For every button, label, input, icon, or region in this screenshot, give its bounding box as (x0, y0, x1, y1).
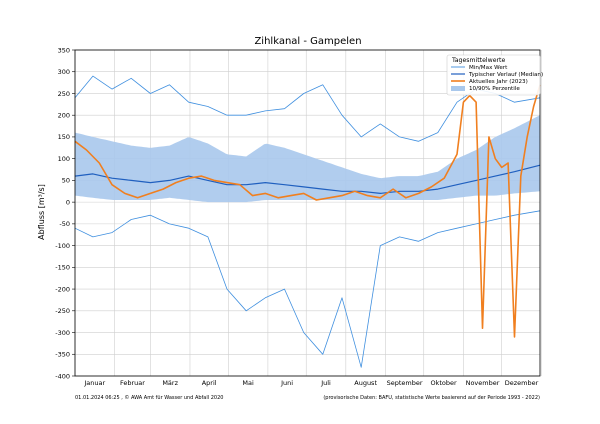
footer-right: (provisorische Daten: BAFU, statistische… (323, 395, 540, 401)
x-month-label: März (162, 379, 178, 387)
y-tick-label: 0 (66, 198, 70, 206)
x-month-label: August (354, 379, 377, 387)
plot-area (75, 50, 540, 376)
chart-title: Zihlkanal - Gampelen (254, 36, 361, 47)
legend-entry-median: Typischer Verlauf (Median) (468, 72, 543, 78)
series-current-year-line (74, 84, 541, 338)
y-tick-label: -350 (55, 351, 70, 359)
legend-entry-band: 10/90% Perzentile (469, 86, 520, 92)
x-month-label: Oktober (430, 379, 457, 387)
series-max-line (74, 75, 541, 142)
y-tick-label: -150 (55, 264, 70, 272)
y-tick-label: 250 (58, 90, 70, 98)
y-tick-label: -250 (55, 307, 70, 315)
y-tick-label: 200 (58, 112, 70, 120)
x-month-label: April (202, 379, 217, 387)
y-tick-label: 150 (58, 133, 70, 141)
y-tick-label: 350 (58, 46, 70, 54)
x-month-label: Januar (83, 379, 105, 387)
y-tick-label: -400 (55, 372, 70, 380)
x-month-label: November (466, 379, 500, 387)
x-month-label: Dezember (505, 379, 539, 387)
x-month-label: Juli (320, 379, 331, 387)
y-tick-label: 300 (58, 68, 70, 76)
y-tick-label: -200 (55, 285, 70, 293)
legend-entry-minmax: Min/Max Wert (469, 65, 508, 71)
legend-entry-current: Aktuelles Jahr (2023) (469, 79, 528, 85)
y-axis-label: Abfluss [m³/s] (37, 184, 46, 240)
legend: Tagesmittelwerte Min/Max Wert Typischer … (446, 54, 543, 96)
y-tick-label: 100 (58, 155, 70, 163)
percentile-band (75, 115, 540, 203)
legend-title: Tagesmittelwerte (451, 57, 505, 64)
legend-swatch-band (451, 86, 465, 91)
x-month-label: September (387, 379, 423, 387)
x-month-label: Mai (242, 379, 254, 387)
x-month-label: Februar (120, 379, 145, 387)
y-tick-label: -300 (55, 329, 70, 337)
y-tick-label: 50 (62, 177, 70, 185)
axes-frame (74, 49, 541, 377)
series-median-line (74, 164, 541, 194)
y-tick-label: -100 (55, 242, 70, 250)
y-tick-label: -50 (59, 220, 70, 228)
series-min-line (74, 210, 541, 368)
x-month-label: Juni (280, 379, 293, 387)
footer-left: 01.01.2024 06:25 , © AWA Amt für Wasser … (75, 394, 223, 401)
